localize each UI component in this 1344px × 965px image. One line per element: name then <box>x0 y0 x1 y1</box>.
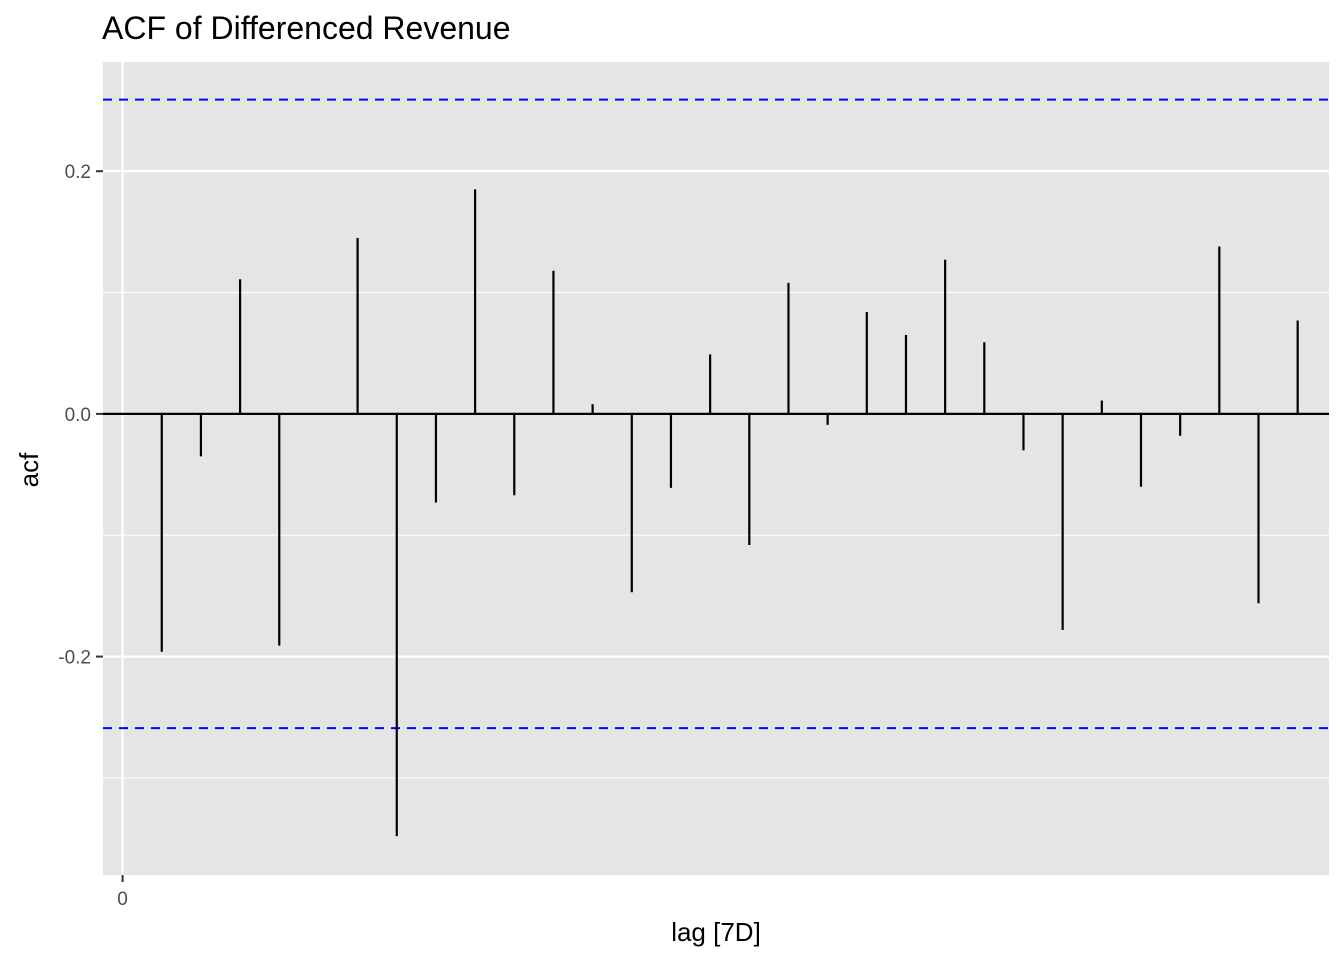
acf-bars <box>103 189 1329 837</box>
y-tick-label: -0.2 <box>58 648 91 669</box>
chart-title: ACF of Differenced Revenue <box>102 10 511 46</box>
x-tick-label: 0 <box>117 889 128 910</box>
y-tick-label: 0.0 <box>65 405 91 426</box>
plot-panel <box>103 62 1329 875</box>
axes: -0.2 0.0 0.2 0 <box>58 162 128 910</box>
x-axis-title: lag [7D] <box>671 917 761 947</box>
confidence-bounds <box>103 98 1329 730</box>
y-tick-label: 0.2 <box>65 162 91 183</box>
y-axis-title: acf <box>14 452 44 487</box>
